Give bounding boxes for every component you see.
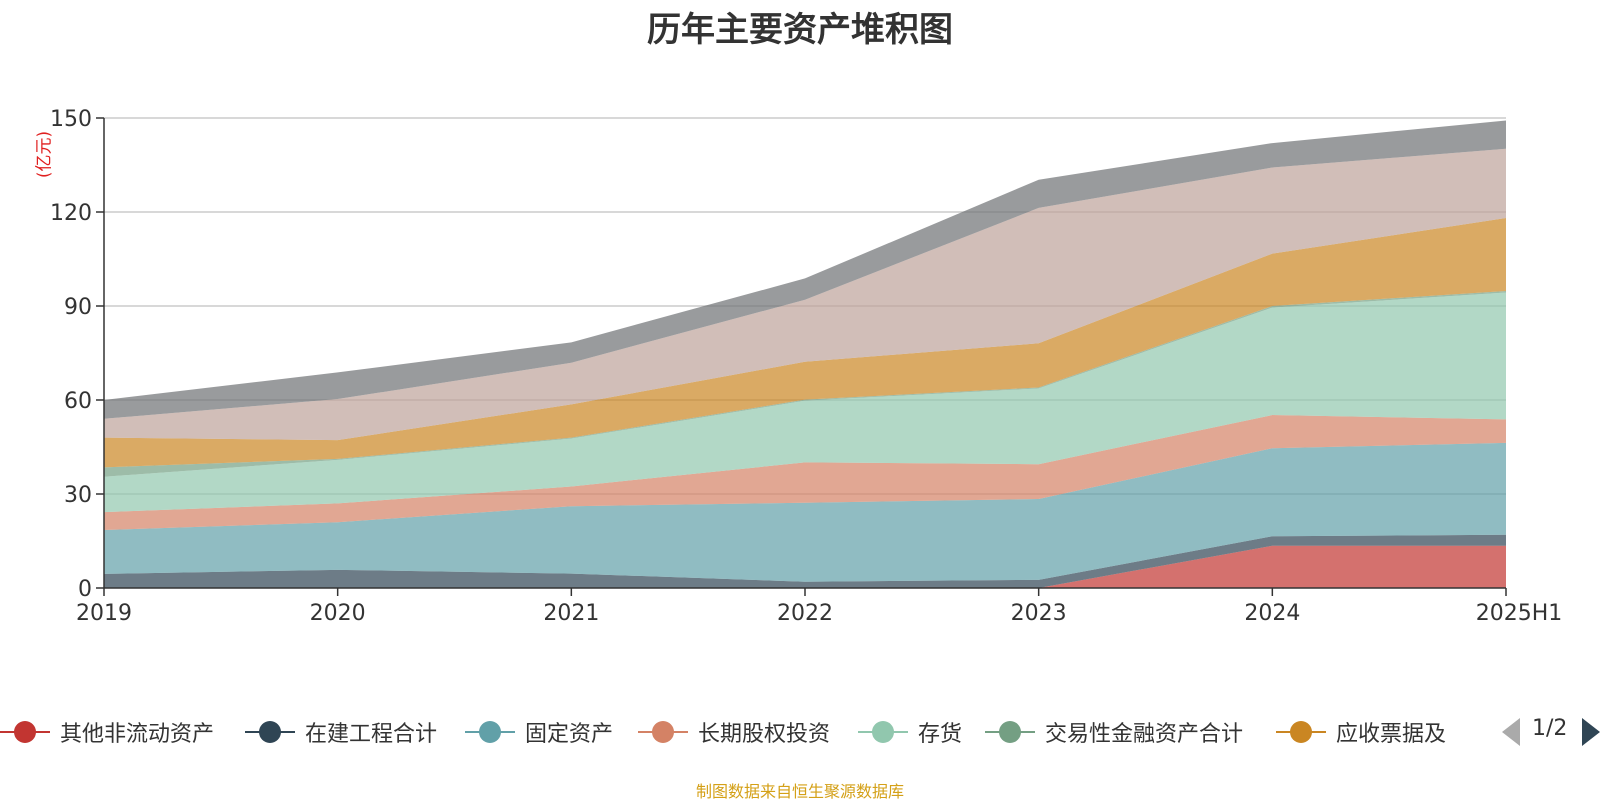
y-tick-label: 90 — [64, 295, 92, 320]
legend-label: 交易性金融资产合计 — [1045, 722, 1244, 747]
x-tick-label: 2023 — [1011, 601, 1067, 626]
chart-title: 历年主要资产堆积图 — [647, 10, 953, 50]
area-series-存货[interactable] — [104, 292, 1506, 513]
legend-label: 固定资产 — [525, 722, 614, 747]
y-tick-label: 120 — [50, 201, 92, 226]
legend-marker-icon — [245, 712, 295, 752]
legend-label: 应收票据及 — [1336, 722, 1447, 747]
area-series-在建工程合计[interactable] — [104, 534, 1506, 588]
area-series-other[interactable] — [104, 148, 1506, 441]
x-tick-label: 2025H1 — [1476, 601, 1563, 626]
legend-next-page-icon[interactable] — [1582, 718, 1600, 746]
legend-marker-icon — [0, 712, 50, 752]
legend-marker-icon — [985, 712, 1035, 752]
legend-marker-icon — [638, 712, 688, 752]
y-tick-label: 60 — [64, 389, 92, 414]
legend-item[interactable]: 交易性金融资产合计 — [985, 712, 1243, 752]
legend-label: 在建工程合计 — [305, 722, 438, 747]
x-tick-label: 2024 — [1244, 601, 1300, 626]
stacked-area-chart: 0 30 60 90 120 150 2019 2020 2021 2022 2023 2024 202… — [50, 107, 1562, 626]
legend-item[interactable]: 应收票据及 — [1276, 712, 1446, 752]
legend-marker-icon — [1276, 712, 1326, 752]
legend-page-indicator: 1/2 — [1532, 716, 1568, 741]
data-source-note: 制图数据来自恒生聚源数据库 — [695, 782, 904, 801]
area-series — [104, 120, 1506, 588]
legend-item[interactable]: 长期股权投资 — [638, 712, 830, 752]
axes: 0 30 60 90 120 150 2019 2020 2021 2022 2023 2024 202… — [50, 107, 1562, 626]
legend-item[interactable]: 固定资产 — [465, 712, 613, 752]
x-tick-label: 2021 — [543, 601, 599, 626]
legend-item[interactable]: 在建工程合计 — [245, 712, 437, 752]
legend-item[interactable]: 其他非流动资产 — [0, 712, 214, 752]
area-series-other[interactable] — [104, 120, 1506, 419]
y-tick-label: 30 — [64, 483, 92, 508]
legend-marker-icon — [858, 712, 908, 752]
x-tick-label: 2022 — [777, 601, 833, 626]
x-tick-label: 2019 — [76, 601, 132, 626]
legend-label: 存货 — [918, 722, 963, 747]
legend-marker-icon — [465, 712, 515, 752]
area-series-固定资产[interactable] — [104, 442, 1506, 582]
y-tick-label: 0 — [78, 577, 92, 602]
legend-prev-page-icon[interactable] — [1502, 718, 1520, 746]
area-series-长期股权投资[interactable] — [104, 415, 1506, 531]
legend-label: 其他非流动资产 — [60, 722, 215, 747]
area-series-应收票据及[interactable] — [104, 217, 1506, 468]
legend: 其他非流动资产 在建工程合计 固定资产 长期股权投资 存货 交易性金融资产合计 — [0, 712, 1600, 752]
legend-label: 长期股权投资 — [698, 722, 831, 747]
legend-item[interactable]: 存货 — [858, 712, 962, 752]
area-series-其他非流动资产[interactable] — [104, 545, 1506, 588]
y-tick-label: 150 — [50, 107, 92, 132]
x-tick-label: 2020 — [310, 601, 366, 626]
